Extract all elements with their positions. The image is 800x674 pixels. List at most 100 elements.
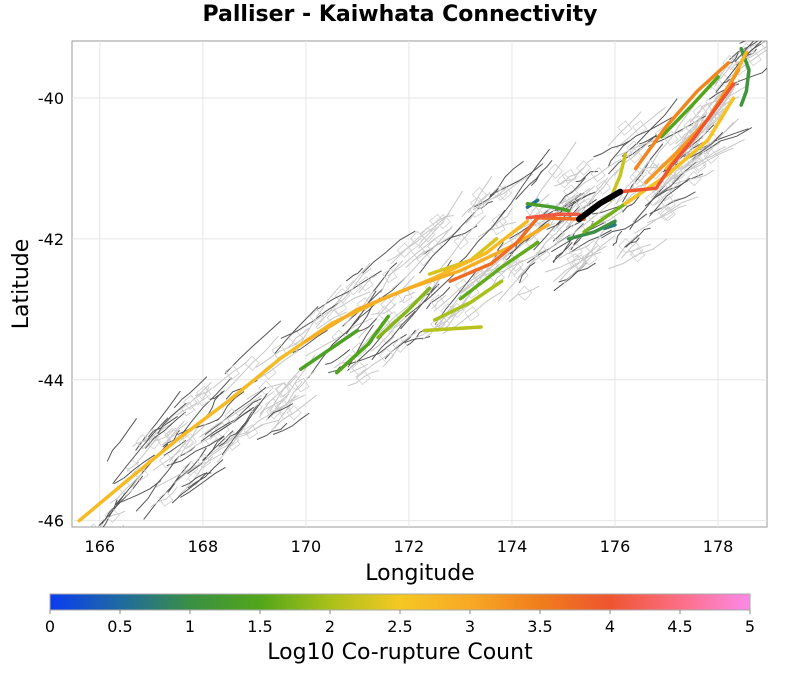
background-fault-trace [557,205,580,225]
background-fault-trace [138,425,166,444]
background-fault-trace [575,158,594,177]
fault-plane-outline [582,250,598,266]
background-fault-trace [415,304,470,339]
background-fault-trace [622,195,640,213]
background-fault-trace [650,147,705,198]
background-fault-trace [387,227,452,277]
background-fault-trace [472,173,533,211]
background-fault-trace [267,403,294,419]
background-fault-trace [280,302,339,339]
colorbar-tick-label: 2 [325,617,335,636]
background-fault-trace [552,241,573,264]
fault-plane-outline [258,380,274,396]
background-fault-trace [162,422,188,447]
fault-plane-outline [694,146,710,162]
background-fault-trace [649,105,695,169]
fault-plane-outline [617,120,633,136]
background-fault-trace [739,41,747,44]
fault-plane-outline [618,238,634,254]
fault-plane-outline [378,348,395,364]
background-fault-trace [553,185,596,232]
background-fault-trace [398,291,416,303]
background-fault-trace [180,466,226,498]
fault-plane-outline [629,246,646,263]
background-fault-trace [475,242,525,281]
background-fault-trace [648,177,691,217]
background-fault-trace [181,472,212,488]
background-fault-trace [437,294,462,330]
fault-plane-outline [660,195,676,211]
background-fault-trace [647,204,687,224]
fault-plane-outline [548,225,564,241]
background-fault-trace [439,215,486,271]
background-fault-trace [601,213,648,239]
background-fault-trace [693,78,740,142]
rupture-fault [739,46,751,107]
background-fault-trace [244,394,306,434]
fault-plane-outline [492,252,508,268]
background-fault-trace [166,435,225,467]
fault-plane-outline [332,299,348,315]
y-tick-labels: -40 -42 -44 -46 [38,89,64,531]
background-fault-trace [496,148,550,222]
fault-plane-outline [382,268,398,284]
background-fault-trace [558,262,596,283]
fault-plane-outline [686,170,702,187]
background-fault-trace [274,306,319,355]
x-tick-label: 174 [497,537,528,556]
fault-plane-outline [182,394,199,411]
background-fault-trace [355,331,417,379]
background-fault-trace [112,417,169,485]
x-axis-label: Longitude [365,561,474,586]
background-fault-trace [552,223,584,263]
background-fault-trace [573,158,622,192]
fault-plane-outline [104,507,120,524]
fault-plane-outline [224,408,240,424]
background-fault-trace [273,412,310,435]
fault-plane-outline [195,391,211,407]
fault-plane-outline [435,213,451,230]
chart-title: Palliser - Kaiwhata Connectivity [202,2,598,27]
fault-plane-outline [334,288,351,304]
fault-plane-outline [496,185,513,201]
background-fault-trace [749,0,785,36]
background-fault-trace [51,549,98,595]
background-fault-trace [98,499,118,526]
background-fault-trace [644,161,697,207]
fault-plane-outline [746,51,762,67]
rupture-fault [422,325,483,333]
background-fault-trace [519,261,536,284]
background-fault-trace [425,286,451,310]
rupture-fault [659,75,720,139]
background-fault-trace [197,386,210,406]
fault-plane-outline [145,434,162,450]
background-fault-trace [390,213,450,265]
background-fault-trace [143,461,192,520]
fault-plane-outline [345,280,362,296]
background-fault-trace [362,230,416,274]
fault-plane-outline [658,186,674,202]
background-fault-trace [177,377,232,440]
background-fault-trace [678,95,719,150]
background-fault-trace [173,441,235,484]
x-tick-label: 172 [394,537,425,556]
fault-plane-outline [464,306,480,322]
rupture-fault [644,68,741,185]
colorbar [49,593,751,611]
rupture-faults [77,46,751,523]
fault-plane-outline [692,104,708,120]
background-fault-trace [332,267,372,309]
background-fault-trace [224,320,282,375]
background-fault-trace [157,402,187,435]
background-fault-trace [655,173,704,198]
background-fault-trace [255,337,304,368]
background-fault-trace [689,103,708,123]
background-fault-trace [634,196,699,234]
background-fault-trace [347,370,379,387]
background-fault-trace [288,370,315,402]
fault-plane-outline [471,186,487,203]
background-fault-trace [358,274,377,294]
fault-plane-outline [632,120,648,136]
background-fault-trace [575,171,598,183]
background-fault-trace [115,480,162,505]
